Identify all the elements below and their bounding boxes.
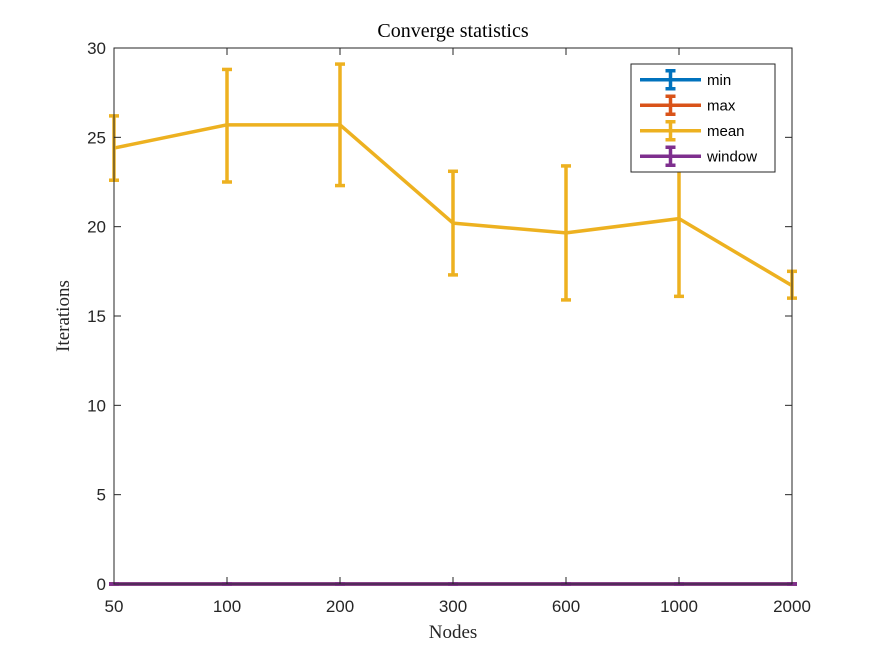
ticks-layer: 50 100 200 300 600 1000 2000 0 5 10 15 20 25 30 [87, 39, 811, 616]
legend-entry-mean: mean [640, 120, 745, 142]
x-tick-label: 50 [105, 597, 124, 616]
y-tick-label: 10 [87, 396, 106, 415]
y-tick-label: 5 [97, 486, 106, 505]
x-tick-label: 2000 [773, 597, 811, 616]
legend-entry-min: min [640, 69, 731, 91]
x-tick-label: 600 [552, 597, 580, 616]
x-tick-label: 200 [326, 597, 354, 616]
legend-label: max [707, 97, 736, 114]
x-axis-title: Nodes [429, 622, 478, 643]
legend: min max mean window [630, 63, 776, 173]
legend-entry-window: window [640, 145, 757, 167]
y-tick-label: 0 [97, 575, 106, 594]
x-tick-label: 100 [213, 597, 241, 616]
legend-label: window [706, 148, 757, 165]
legend-label: mean [707, 123, 745, 140]
legend-box [630, 63, 776, 173]
y-tick-label: 15 [87, 307, 106, 326]
y-tick-label: 30 [87, 39, 106, 58]
x-tick-label: 300 [439, 597, 467, 616]
legend-label: min [707, 72, 731, 89]
y-tick-label: 20 [87, 218, 106, 237]
x-tick-label: 1000 [660, 597, 698, 616]
y-axis-title: Iterations [53, 280, 74, 352]
chart-title: Converge statistics [377, 20, 528, 42]
legend-entry-max: max [640, 94, 736, 116]
y-tick-label: 25 [87, 128, 106, 147]
